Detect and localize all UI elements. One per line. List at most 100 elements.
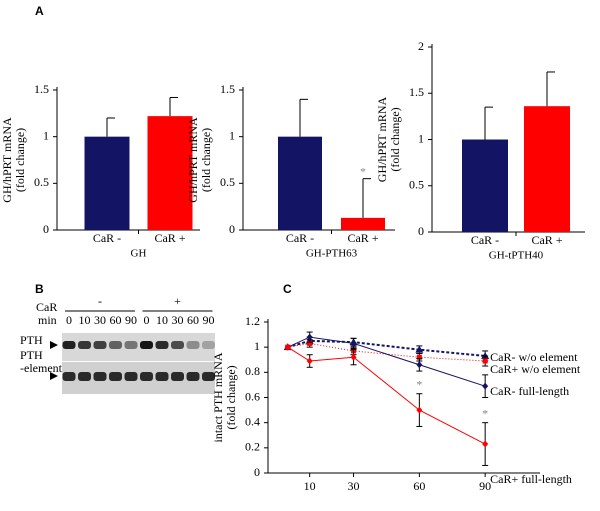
band <box>140 372 153 381</box>
row-label: PTH <box>20 333 43 347</box>
x-tick-label: CaR + <box>347 231 378 245</box>
y-axis-label: GH/hPRT mRNA <box>375 96 389 182</box>
lane-label: 60 <box>187 313 199 327</box>
point <box>415 345 424 353</box>
row-label: PTH <box>20 348 43 362</box>
band <box>171 341 184 349</box>
lane-label: 0 <box>66 313 72 327</box>
significance: * <box>416 377 422 391</box>
bar <box>462 139 508 232</box>
series-line <box>287 342 486 362</box>
point <box>482 382 489 390</box>
point <box>482 358 488 364</box>
x-axis-label: GH-tPTH40 <box>489 250 544 262</box>
x-tick-label: CaR - <box>286 231 314 245</box>
band <box>93 372 107 381</box>
y-axis-label: (fold change) <box>224 365 238 429</box>
band <box>62 341 76 349</box>
band <box>186 372 200 381</box>
y-tick-label: 1.5 <box>220 82 235 96</box>
point <box>416 361 423 369</box>
bar <box>84 136 130 230</box>
y-tick-label: 1 <box>254 339 260 353</box>
x-tick-label: CaR - <box>93 231 121 245</box>
y-tick-label: 1 <box>43 128 49 142</box>
y-axis-label: intact PTH mRNA <box>211 352 225 442</box>
y-tick-label: 1.2 <box>245 314 260 328</box>
panel-label: B <box>35 282 44 296</box>
x-tick-label: 30 <box>348 479 360 493</box>
y-tick-label: 0 <box>43 222 49 236</box>
y-tick-label: 1.5 <box>409 85 424 99</box>
lane-label: 60 <box>110 313 122 327</box>
time-label: min <box>38 313 57 327</box>
significance: * <box>482 406 488 420</box>
lane-label: 30 <box>94 313 106 327</box>
significance: * <box>360 164 366 178</box>
y-tick-label: 0.5 <box>409 178 424 192</box>
lane-label: 0 <box>144 313 150 327</box>
legend-label: CaR+ w/o element <box>490 362 581 376</box>
bar <box>524 106 570 232</box>
y-axis-label: GH/hPRT mRNA <box>186 117 200 203</box>
y-tick-label: 0.4 <box>245 414 260 428</box>
x-tick-label: CaR + <box>154 231 185 245</box>
point <box>306 333 313 341</box>
group-label: + <box>174 294 181 308</box>
series-line <box>287 346 486 445</box>
x-tick-label: 90 <box>479 479 491 493</box>
band <box>109 341 122 349</box>
row-arrow <box>50 372 58 380</box>
x-tick-label: 60 <box>413 479 425 493</box>
bar <box>341 217 385 230</box>
band <box>140 341 153 349</box>
row-label: -element <box>20 361 63 375</box>
band <box>171 372 184 381</box>
lane-label: 90 <box>125 313 137 327</box>
point <box>284 343 291 351</box>
y-tick-label: 0 <box>418 224 424 238</box>
x-axis-label: GH-PTH63 <box>306 248 358 260</box>
point <box>350 353 357 361</box>
band <box>186 341 200 349</box>
x-tick-label: 10 <box>304 479 316 493</box>
y-tick-label: 1 <box>418 131 424 145</box>
band <box>109 372 122 381</box>
band <box>78 372 91 381</box>
band <box>62 372 76 381</box>
y-axis-label: (fold change) <box>199 128 213 192</box>
bar <box>278 136 322 230</box>
x-tick-label: CaR - <box>471 233 499 247</box>
band <box>202 372 215 381</box>
legend-label: CaR- w/o element <box>490 350 578 364</box>
y-tick-label: 1.5 <box>34 82 49 96</box>
y-tick-label: 0 <box>254 465 260 479</box>
row-arrow <box>50 341 58 349</box>
bar <box>147 116 193 230</box>
x-tick-label: CaR + <box>531 233 562 247</box>
lane-label: 10 <box>79 313 91 327</box>
band <box>202 341 215 349</box>
treatment-label: CaR <box>36 300 57 314</box>
band <box>155 341 169 349</box>
y-tick-label: 0 <box>229 222 235 236</box>
y-axis-label: (fold change) <box>388 107 402 171</box>
point <box>306 357 313 365</box>
band <box>124 341 138 349</box>
band <box>78 341 91 349</box>
panel-label: C <box>283 282 292 296</box>
y-axis-label: (fold change) <box>13 128 27 192</box>
lane-label: 90 <box>203 313 215 327</box>
legend-label: CaR- full-length <box>490 384 569 398</box>
y-tick-label: 0.2 <box>245 440 260 454</box>
y-tick-label: 0.8 <box>245 364 260 378</box>
y-tick-label: 0.5 <box>220 175 235 189</box>
legend-label: CaR+ full-length <box>490 472 572 486</box>
band <box>155 372 169 381</box>
point <box>482 440 489 448</box>
group-label: - <box>98 294 102 308</box>
y-tick-label: 2 <box>418 39 424 53</box>
panel-label: A <box>35 4 44 18</box>
y-tick-label: 1 <box>229 128 235 142</box>
